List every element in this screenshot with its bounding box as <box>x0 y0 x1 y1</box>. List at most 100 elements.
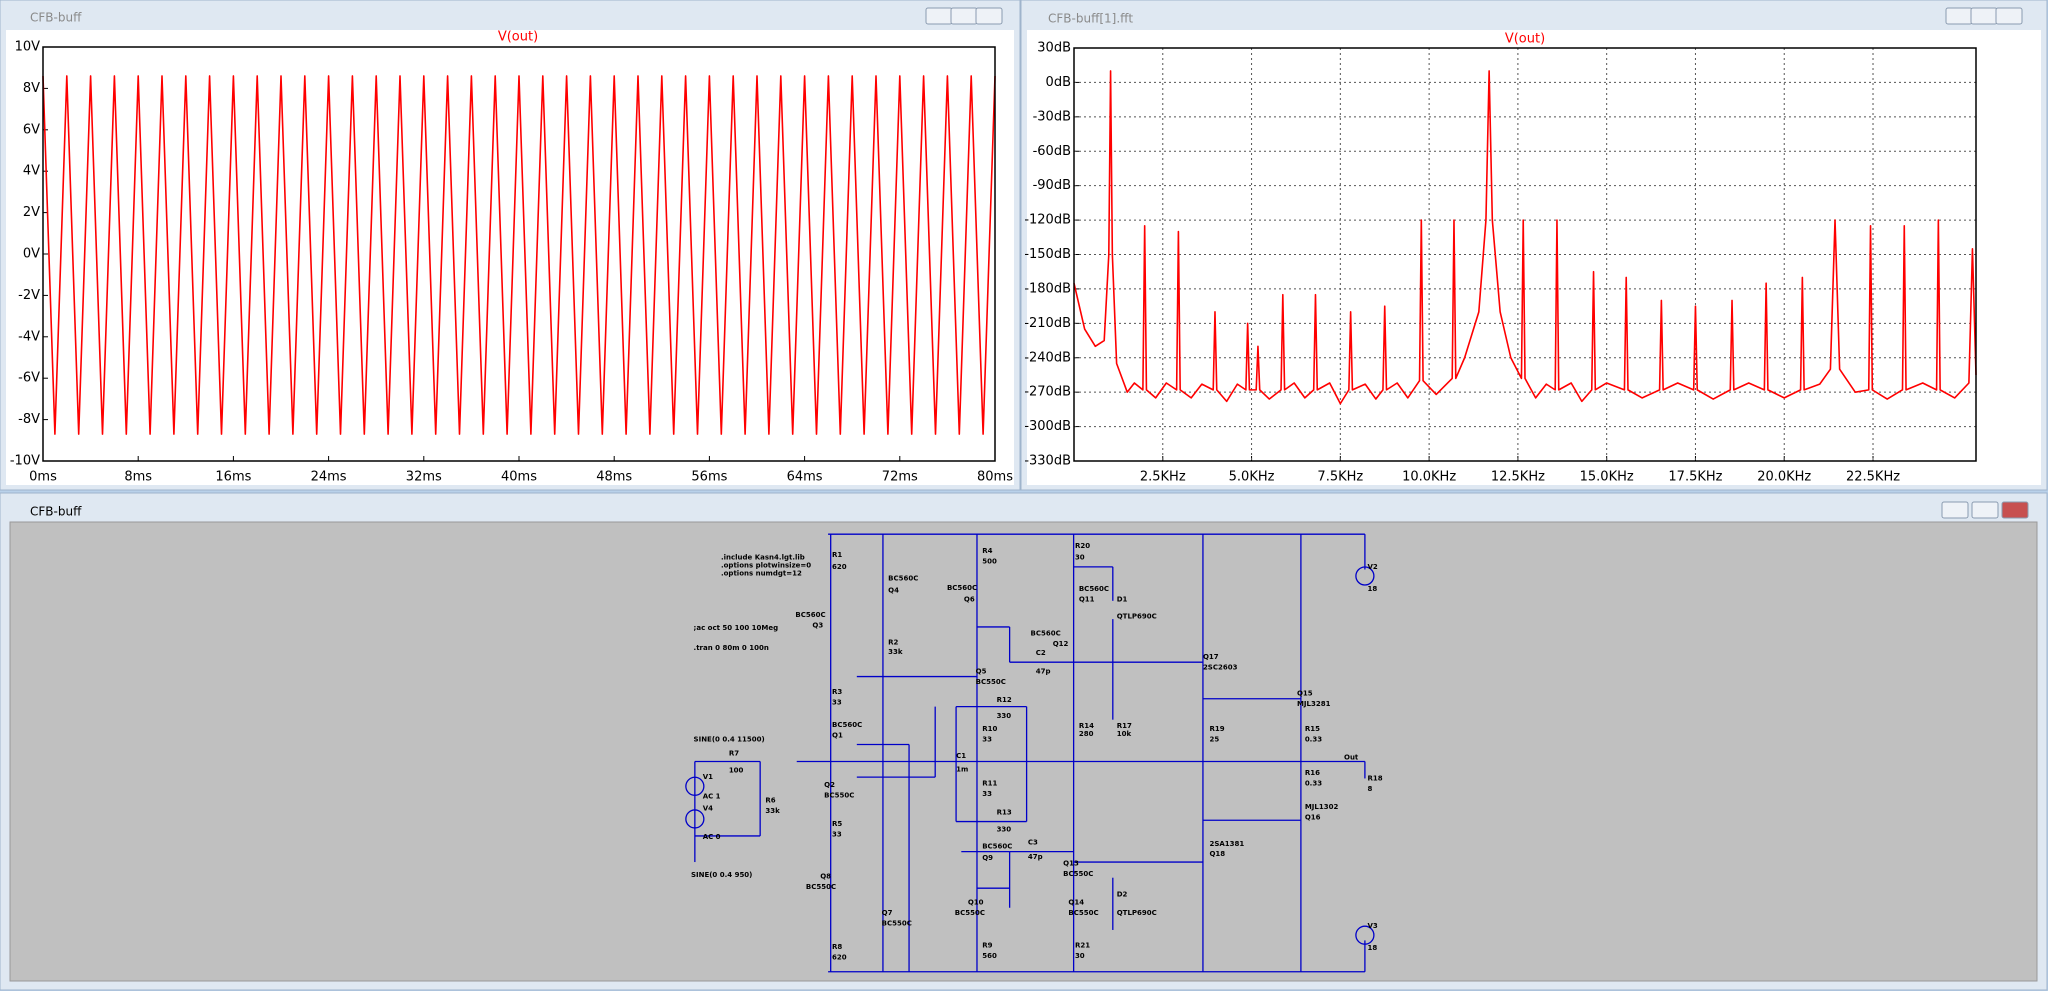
component-label: BC560C <box>1031 629 1061 637</box>
component-label: R10 <box>982 725 997 733</box>
component-label: 330 <box>997 712 1012 720</box>
component-label: Q13 <box>1063 859 1079 867</box>
component-label: 33 <box>832 831 842 839</box>
x-tick-label: 56ms <box>691 470 727 485</box>
component-label: AC 0 <box>703 833 721 841</box>
window-buttons <box>925 7 2029 519</box>
component-label: BC550C <box>882 919 912 927</box>
y-tick-label: 2V <box>23 205 40 220</box>
component-label: Out <box>1344 754 1359 762</box>
component-label: Q7 <box>882 909 893 917</box>
component-label: Q17 <box>1203 653 1219 661</box>
x-tick-label: 12.5KHz <box>1491 470 1545 485</box>
component-label: Q5 <box>976 667 987 675</box>
component-label: BC550C <box>806 883 836 891</box>
window-button[interactable] <box>1970 7 1998 25</box>
component-label: C3 <box>1028 838 1038 846</box>
component-label: 100 <box>729 767 744 775</box>
y-tick-label: -30dB <box>1033 109 1071 124</box>
y-tick-label: -180dB <box>1024 281 1071 296</box>
window-button[interactable] <box>975 7 1003 25</box>
component-label: BC560C <box>888 575 918 583</box>
wires <box>685 533 1375 973</box>
window-button[interactable] <box>925 7 953 25</box>
component-label: BC560C <box>832 721 862 729</box>
x-tick-label: 5.0KHz <box>1229 470 1275 485</box>
component-label: R2 <box>888 639 898 647</box>
component-label: BC560C <box>795 611 825 619</box>
component-label: R8 <box>832 943 842 951</box>
component-label: 0.33 <box>1305 780 1322 788</box>
voltage-source <box>1355 925 1375 945</box>
x-tick-label: 16ms <box>215 470 251 485</box>
component-label: R5 <box>832 820 842 828</box>
component-label: Q18 <box>1209 850 1225 858</box>
component-label: Q14 <box>1068 899 1084 907</box>
component-label: V3 <box>1368 922 1378 930</box>
component-label: Q2 <box>824 781 835 789</box>
x-tick-label: 8ms <box>124 470 152 485</box>
window-title: CFB-buff <box>30 11 82 25</box>
component-label: V2 <box>1368 563 1378 571</box>
component-label: Q4 <box>888 586 899 594</box>
component-label: 0.33 <box>1305 735 1322 743</box>
component-label: 25 <box>1209 735 1219 743</box>
component-label: Q12 <box>1053 640 1069 648</box>
window-button[interactable] <box>1995 7 2023 25</box>
window-button[interactable] <box>1971 501 1999 519</box>
component-label: Q6 <box>964 596 975 604</box>
plot-pane <box>1027 30 2041 485</box>
component-label: Q1 <box>832 731 843 739</box>
component-label: Q9 <box>982 854 993 862</box>
component-label: AC 1 <box>703 793 721 801</box>
component-label: 30 <box>1075 952 1085 960</box>
x-tick-label: 17.5KHz <box>1668 470 1722 485</box>
x-tick-label: 15.0KHz <box>1580 470 1634 485</box>
component-label: R4 <box>982 547 992 555</box>
component-label: R7 <box>729 750 739 758</box>
y-tick-label: -4V <box>18 329 40 344</box>
window-button[interactable] <box>2001 501 2029 519</box>
component-label: R16 <box>1305 769 1320 777</box>
component-label: 560 <box>982 952 997 960</box>
y-tick-label: -330dB <box>1024 454 1071 469</box>
window-button[interactable] <box>1941 501 1969 519</box>
x-tick-label: 22.5KHz <box>1846 470 1900 485</box>
component-label: 33 <box>832 699 842 707</box>
component-label: Q16 <box>1305 814 1321 822</box>
component-label: R12 <box>997 696 1012 704</box>
y-tick-label: -10V <box>10 454 40 469</box>
component-label: R19 <box>1209 725 1224 733</box>
component-label: BC550C <box>976 678 1006 686</box>
component-label: BC560C <box>982 842 1012 850</box>
x-tick-label: 64ms <box>787 470 823 485</box>
y-tick-label: -210dB <box>1024 316 1071 331</box>
x-tick-label: 20.0KHz <box>1757 470 1811 485</box>
component-label: QTLP690C <box>1117 612 1157 620</box>
voltage-source <box>1355 566 1375 586</box>
component-label: D1 <box>1117 596 1128 604</box>
component-label: R20 <box>1075 542 1090 550</box>
component-label: ;ac oct 50 100 10Meg <box>694 624 779 632</box>
series-line <box>1073 70 1977 405</box>
series-line <box>42 75 996 435</box>
window-button[interactable] <box>950 7 978 25</box>
component-label: 8 <box>1368 785 1373 793</box>
y-tick-label: 0dB <box>1046 75 1071 90</box>
component-label: 620 <box>832 953 847 961</box>
y-tick-label: -2V <box>18 288 40 303</box>
component-label: R6 <box>765 797 775 805</box>
component-label: .include Kasn4.lgt.lib <box>721 554 805 562</box>
component-label: 2SC2603 <box>1203 663 1238 671</box>
y-tick-label: 6V <box>23 122 40 137</box>
voltage-source <box>685 776 705 796</box>
component-label: 18 <box>1368 585 1378 593</box>
component-label: Q10 <box>968 899 984 907</box>
component-label: .tran 0 80m 0 100n <box>694 644 769 652</box>
y-tick-label: -60dB <box>1033 144 1071 159</box>
component-label: R21 <box>1075 942 1090 950</box>
component-label: R1 <box>832 551 842 559</box>
window-button[interactable] <box>1945 7 1973 25</box>
component-label: MJL1302 <box>1305 803 1339 811</box>
